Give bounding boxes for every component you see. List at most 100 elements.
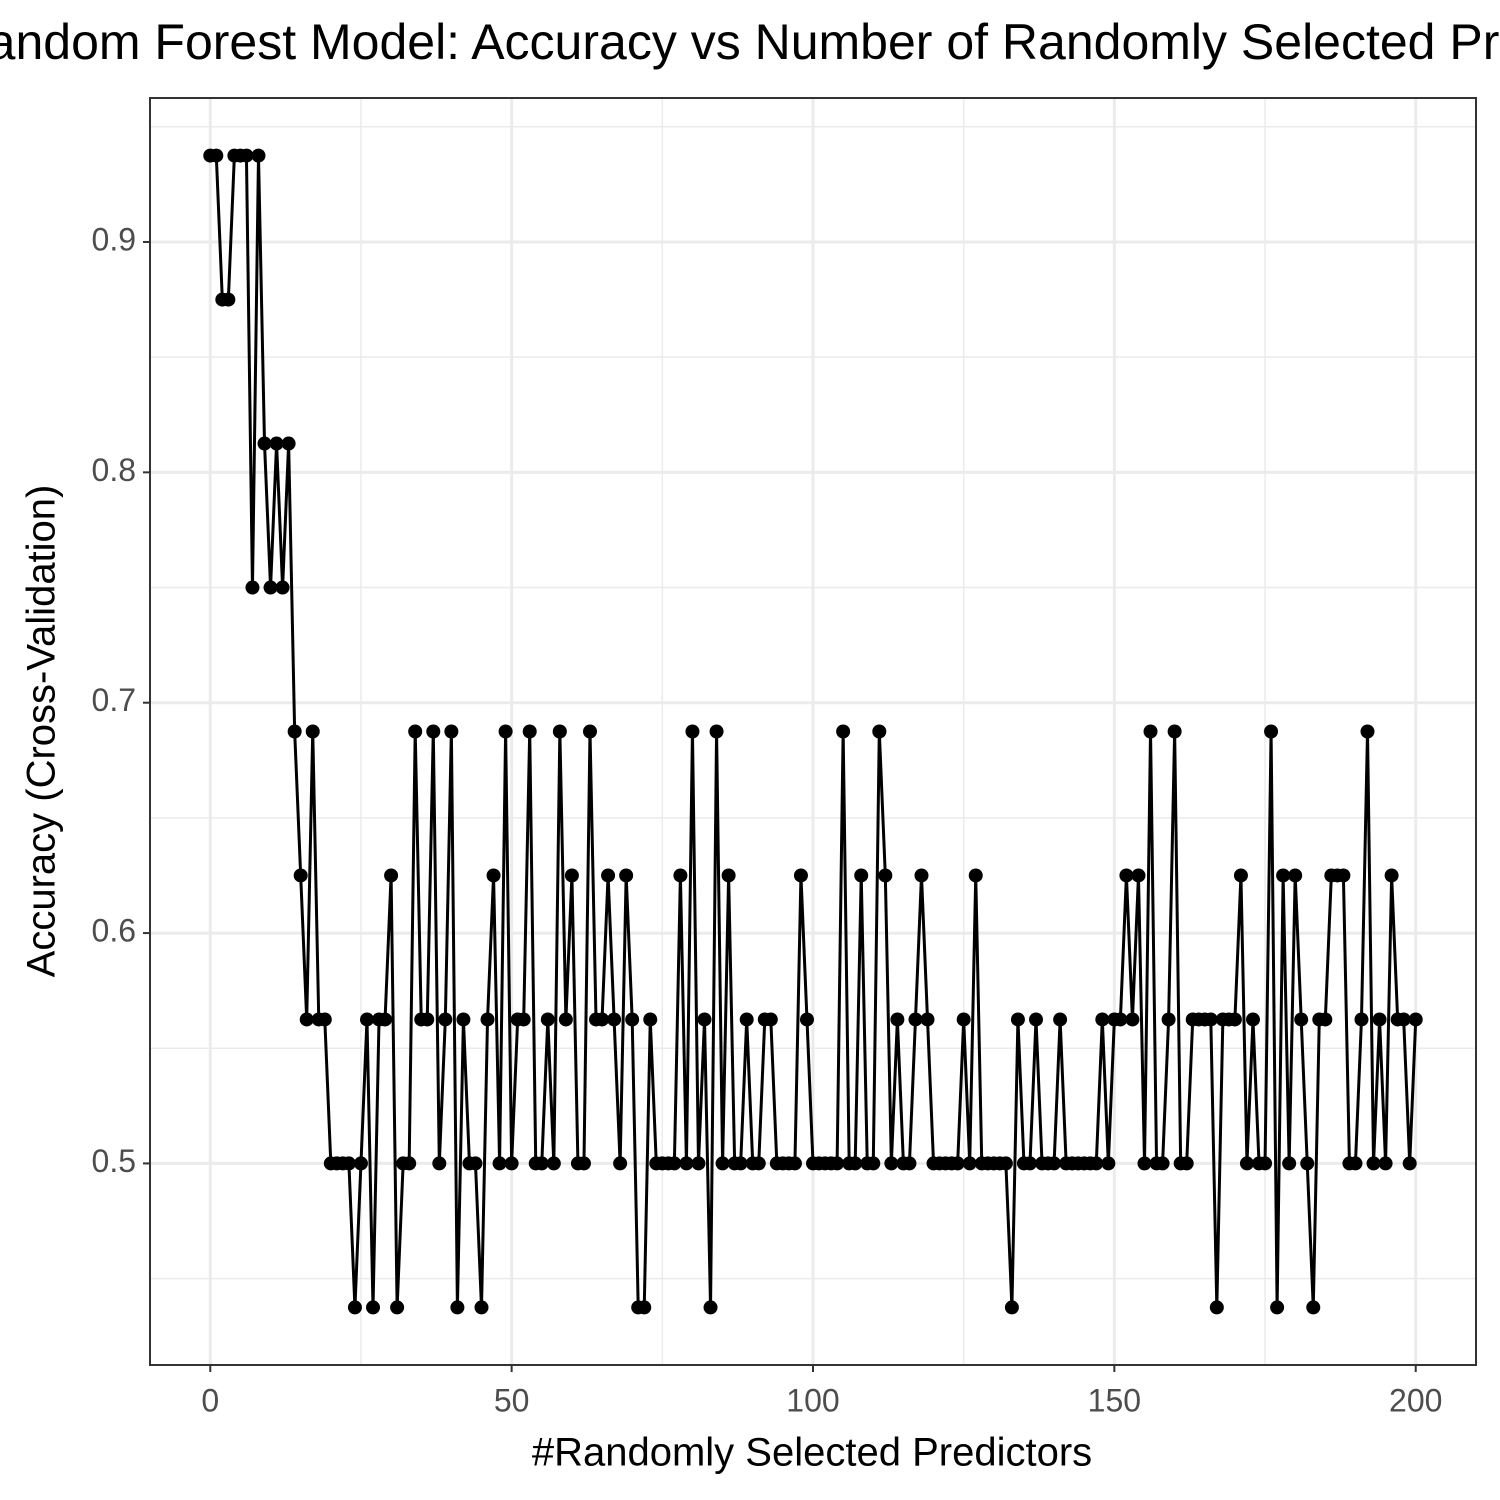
point	[432, 1156, 447, 1171]
panel-border	[149, 97, 1477, 1366]
point	[613, 1156, 628, 1171]
point	[1010, 1012, 1025, 1027]
y-axis-label: Accuracy (Cross-Validation)	[20, 485, 64, 978]
point	[872, 724, 887, 739]
point	[830, 1156, 845, 1171]
point	[221, 292, 236, 307]
point	[1161, 1012, 1176, 1027]
point	[492, 1156, 507, 1171]
point	[1155, 1156, 1170, 1171]
point	[908, 1012, 923, 1027]
point	[1270, 1300, 1285, 1315]
point	[576, 1156, 591, 1171]
point	[1113, 1012, 1128, 1027]
point	[1029, 1012, 1044, 1027]
point	[739, 1012, 754, 1027]
point	[637, 1300, 652, 1315]
point	[1336, 868, 1351, 883]
point	[390, 1300, 405, 1315]
point	[239, 148, 254, 163]
point	[516, 1012, 531, 1027]
point	[353, 1156, 368, 1171]
point	[474, 1300, 489, 1315]
point	[1360, 724, 1375, 739]
point	[836, 724, 851, 739]
point	[245, 580, 260, 595]
point	[920, 1012, 935, 1027]
point	[1137, 1156, 1152, 1171]
point	[703, 1300, 718, 1315]
point	[546, 1156, 561, 1171]
point	[552, 724, 567, 739]
point	[685, 724, 700, 739]
point	[456, 1012, 471, 1027]
point	[697, 1012, 712, 1027]
point	[209, 148, 224, 163]
point	[709, 724, 724, 739]
point	[1318, 1012, 1333, 1027]
point	[721, 868, 736, 883]
point	[607, 1012, 622, 1027]
x-tick-label: 50	[494, 1382, 530, 1418]
point	[366, 1300, 381, 1315]
point	[968, 868, 983, 883]
point	[962, 1156, 977, 1171]
point	[293, 868, 308, 883]
point	[787, 1156, 802, 1171]
point	[540, 1012, 555, 1027]
point	[263, 580, 278, 595]
point	[1282, 1156, 1297, 1171]
point	[450, 1300, 465, 1315]
point	[890, 1012, 905, 1027]
point	[625, 1012, 640, 1027]
y-tick-label: 0.5	[92, 1143, 136, 1179]
point	[1258, 1156, 1273, 1171]
point	[643, 1012, 658, 1027]
point	[1384, 868, 1399, 883]
point	[468, 1156, 483, 1171]
point	[426, 724, 441, 739]
point	[848, 1156, 863, 1171]
point	[715, 1156, 730, 1171]
point	[1167, 724, 1182, 739]
point	[1239, 1156, 1254, 1171]
point	[1022, 1156, 1037, 1171]
point	[595, 1012, 610, 1027]
y-tick-label: 0.7	[92, 682, 136, 718]
x-axis-label: #Randomly Selected Predictors	[532, 1431, 1092, 1475]
x-tick-label: 0	[201, 1382, 219, 1418]
point	[1131, 868, 1146, 883]
point	[793, 868, 808, 883]
point	[1209, 1300, 1224, 1315]
point	[1366, 1156, 1381, 1171]
point	[763, 1012, 778, 1027]
point	[1288, 868, 1303, 883]
point	[582, 724, 597, 739]
point	[1348, 1156, 1363, 1171]
point	[884, 1156, 899, 1171]
point	[1143, 724, 1158, 739]
x-tick-label: 200	[1389, 1382, 1442, 1418]
point	[317, 1012, 332, 1027]
point	[498, 724, 513, 739]
point	[408, 724, 423, 739]
point	[1179, 1156, 1194, 1171]
point	[275, 580, 290, 595]
point	[341, 1156, 356, 1171]
point	[402, 1156, 417, 1171]
point	[1053, 1012, 1068, 1027]
point	[691, 1156, 706, 1171]
point	[522, 724, 537, 739]
point	[950, 1156, 965, 1171]
x-tick-label: 100	[786, 1382, 839, 1418]
y-tick-label: 0.6	[92, 913, 136, 949]
point	[667, 1156, 682, 1171]
y-tick-label: 0.9	[92, 221, 136, 257]
point	[902, 1156, 917, 1171]
point	[1004, 1300, 1019, 1315]
point	[1294, 1012, 1309, 1027]
point	[619, 868, 634, 883]
chart-title: Random Forest Model: Accuracy vs Number …	[0, 14, 1500, 70]
point	[956, 1012, 971, 1027]
